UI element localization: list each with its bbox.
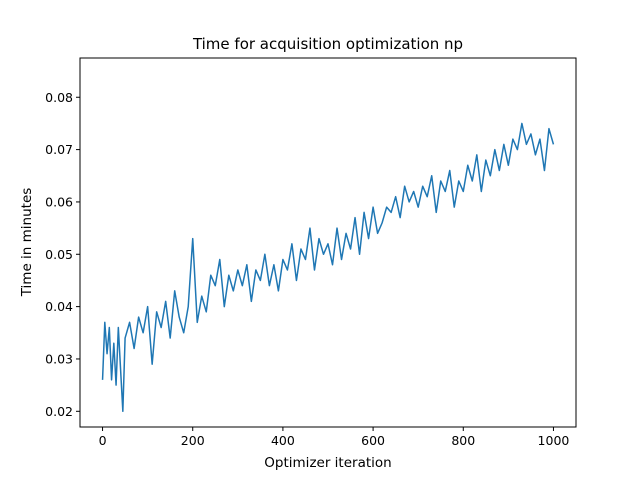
y-tick-label: 0.03 [45,351,73,366]
y-tick-label: 0.04 [45,299,73,314]
y-tick-label: 0.02 [45,404,73,419]
x-tick-label: 1000 [538,433,570,448]
x-tick-label: 800 [451,433,475,448]
chart-title: Time for acquisition optimization np [192,35,463,53]
series-line-0 [101,122,555,413]
x-axis-label: Optimizer iteration [264,455,391,471]
plot-area [101,122,555,413]
x-tick-label: 600 [361,433,385,448]
y-tick-label: 0.06 [45,194,73,209]
x-tick-label: 0 [99,433,107,448]
y-tick-label: 0.05 [45,247,73,262]
y-axis-label: Time in minutes [19,188,35,298]
y-tick-label: 0.08 [45,90,73,105]
x-axis: 0 200 400 600 800 1000 [99,427,570,448]
y-tick-label: 0.07 [45,142,73,157]
axes-frame [79,57,577,428]
y-axis: 0.02 0.03 0.04 0.05 0.06 0.07 0.08 [45,90,80,419]
x-tick-label: 200 [181,433,205,448]
x-tick-label: 400 [271,433,295,448]
